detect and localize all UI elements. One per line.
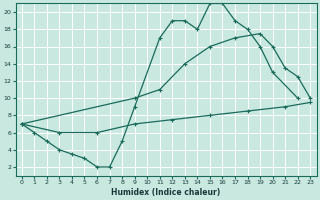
X-axis label: Humidex (Indice chaleur): Humidex (Indice chaleur) bbox=[111, 188, 221, 197]
